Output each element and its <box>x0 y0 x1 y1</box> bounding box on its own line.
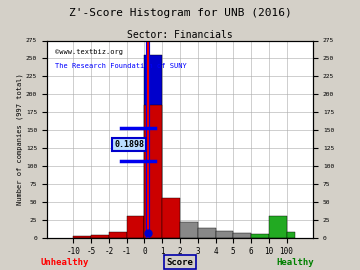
Text: 0.1898: 0.1898 <box>114 140 144 149</box>
Bar <box>144 105 162 238</box>
Bar <box>233 233 251 238</box>
Bar <box>73 236 91 238</box>
Text: Unhealthy: Unhealthy <box>41 258 89 266</box>
Bar <box>198 228 216 238</box>
Bar <box>216 231 233 238</box>
Bar <box>91 235 109 238</box>
Text: Score: Score <box>167 258 193 266</box>
Bar <box>269 216 287 238</box>
Bar <box>251 234 269 238</box>
Bar <box>162 198 180 238</box>
Text: Healthy: Healthy <box>276 258 314 266</box>
Text: Z'-Score Histogram for UNB (2016): Z'-Score Histogram for UNB (2016) <box>69 8 291 18</box>
Text: Sector: Financials: Sector: Financials <box>127 30 233 40</box>
Text: The Research Foundation of SUNY: The Research Foundation of SUNY <box>55 63 186 69</box>
Bar <box>180 222 198 238</box>
Y-axis label: Number of companies (997 total): Number of companies (997 total) <box>17 73 23 205</box>
Bar <box>109 232 127 238</box>
Bar <box>144 55 162 238</box>
Bar <box>127 216 144 238</box>
Text: ©www.textbiz.org: ©www.textbiz.org <box>55 49 123 55</box>
Bar <box>287 232 296 238</box>
